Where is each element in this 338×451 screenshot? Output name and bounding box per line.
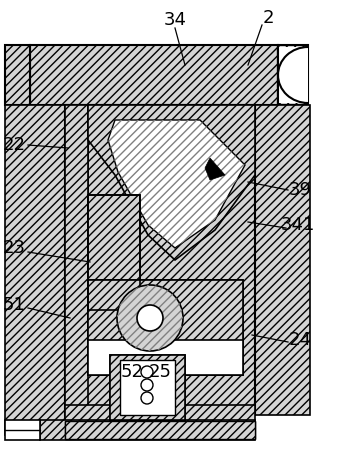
Text: 34: 34 xyxy=(164,11,187,29)
Bar xyxy=(88,340,243,375)
Bar xyxy=(88,195,140,310)
Circle shape xyxy=(141,366,153,378)
Bar xyxy=(255,105,310,415)
Bar xyxy=(65,421,255,439)
Bar xyxy=(30,45,278,105)
Text: 2: 2 xyxy=(262,9,274,27)
Bar xyxy=(5,420,40,440)
Text: 51: 51 xyxy=(3,296,25,314)
Polygon shape xyxy=(108,120,245,248)
Bar xyxy=(278,47,308,103)
Bar xyxy=(110,355,185,420)
Bar xyxy=(65,405,255,425)
Circle shape xyxy=(141,392,153,404)
Text: 25: 25 xyxy=(148,363,171,381)
Text: 39: 39 xyxy=(289,181,312,199)
Bar xyxy=(278,47,306,103)
Bar xyxy=(65,105,88,305)
Bar xyxy=(65,105,255,415)
Circle shape xyxy=(141,379,153,391)
Bar xyxy=(278,45,308,105)
Bar xyxy=(40,420,255,440)
Text: 52: 52 xyxy=(121,363,144,381)
Text: 24: 24 xyxy=(289,331,312,349)
Text: 22: 22 xyxy=(2,136,25,154)
Bar xyxy=(88,280,243,375)
Bar xyxy=(88,195,140,310)
Bar xyxy=(65,421,255,439)
Bar xyxy=(110,355,185,420)
Bar xyxy=(65,105,88,415)
Polygon shape xyxy=(88,105,255,260)
Bar xyxy=(120,360,175,415)
Text: 341: 341 xyxy=(281,216,315,234)
Circle shape xyxy=(117,285,183,351)
Text: 23: 23 xyxy=(2,239,25,257)
Circle shape xyxy=(137,305,163,331)
Bar xyxy=(88,280,243,375)
Polygon shape xyxy=(205,158,225,180)
Bar xyxy=(5,105,65,435)
Bar xyxy=(5,45,30,105)
